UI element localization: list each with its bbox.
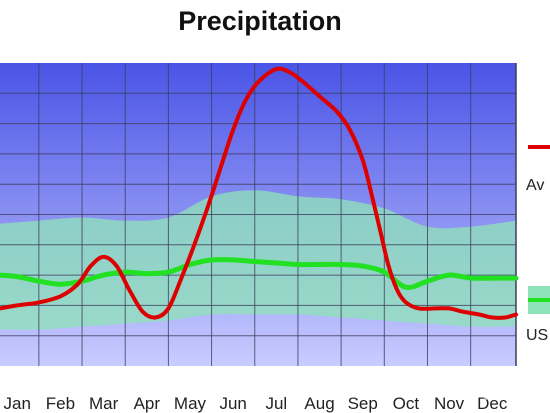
- x-tick-label-nov: Nov: [434, 394, 465, 413]
- x-tick-label-feb: Feb: [46, 394, 75, 413]
- chart-title: Precipitation: [178, 6, 342, 36]
- x-tick-label-jun: Jun: [219, 394, 246, 413]
- x-tick-label-may: May: [174, 394, 207, 413]
- watermark-text: © city: [420, 372, 498, 402]
- x-tick-label-mar: Mar: [89, 394, 119, 413]
- city-precipitation-line: [0, 66, 518, 320]
- x-tick-label-sep: Sep: [348, 394, 378, 413]
- legend-label-city: Av: [526, 177, 544, 194]
- x-tick-label-aug: Aug: [304, 394, 334, 413]
- x-tick-label-dec: Dec: [477, 394, 508, 413]
- legend-label-us: US: [526, 327, 548, 344]
- x-tick-label-apr: Apr: [134, 394, 161, 413]
- x-tick-label-oct: Oct: [393, 394, 420, 413]
- x-tick-label-jul: Jul: [265, 394, 287, 413]
- x-tick-label-jan: Jan: [4, 394, 31, 413]
